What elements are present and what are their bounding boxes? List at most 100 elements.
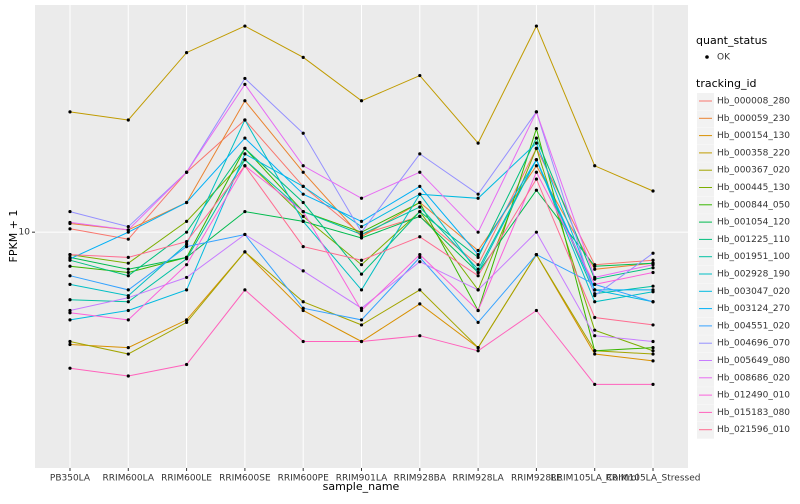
data-point [184,362,189,367]
data-point [301,200,305,205]
legend-label: Hb_004551_020 [717,321,790,331]
data-point [68,339,72,344]
x-tick-label: PB350LA [50,474,91,484]
data-point [68,274,72,278]
data-point [534,170,539,174]
data-point [243,164,247,168]
legend-label: Hb_004696_070 [717,339,790,349]
data-point [126,352,130,356]
data-point [243,99,247,103]
data-point [126,118,130,122]
data-point [534,24,539,28]
data-point [68,110,72,114]
legend-label: Hb_001225_110 [717,235,790,245]
data-point [651,345,655,350]
data-point [651,258,655,262]
data-point [126,300,130,304]
data-point [534,188,539,192]
data-point [68,252,72,257]
legend-label: Hb_015183_080 [717,408,790,418]
data-point [126,237,130,241]
data-point [68,342,72,347]
legend-label: Hb_008686_020 [717,373,790,383]
legend-point [705,55,709,59]
data-point [476,192,480,196]
data-point [68,366,72,370]
data-point [418,152,422,156]
data-point [359,308,364,313]
data-point [593,288,597,292]
data-point [418,260,422,264]
x-tick-label: RRIM901LA [336,474,388,484]
data-point [476,255,480,259]
data-point [301,300,305,304]
legend-label: Hb_000154_130 [717,131,790,141]
legend-title: tracking_id [696,77,757,90]
x-tick-label: RRIM105LA_Stressed [606,474,701,484]
data-point [418,334,422,338]
data-point [359,230,364,234]
data-point [593,294,597,298]
legend-label: Hb_003047_020 [717,287,790,297]
data-point [301,55,305,59]
data-point [126,296,130,300]
data-point [243,250,247,254]
data-point [184,200,189,205]
data-point [184,230,189,234]
data-point [476,263,480,267]
data-point [651,349,655,353]
data-point [243,136,247,140]
data-point [301,209,305,214]
data-point [184,242,189,246]
data-point [126,230,130,234]
data-point [126,374,130,378]
data-point [476,141,480,145]
x-tick-label: RRIM928LE [511,474,562,484]
data-point [301,164,305,168]
data-point [243,288,247,292]
data-point [418,205,422,209]
data-point [534,127,539,131]
data-point [68,298,72,302]
data-point [593,382,597,386]
data-point [476,349,480,353]
data-point [476,288,480,292]
legend-title: quant_status [696,34,768,47]
data-point [243,118,247,122]
data-point [301,219,305,224]
data-point [534,230,539,234]
data-point [476,345,480,350]
data-point [126,345,130,350]
data-point [184,257,189,261]
data-point [126,308,130,313]
data-point [593,164,597,168]
data-point [359,339,364,344]
data-point [126,261,130,265]
data-point [68,227,72,231]
data-point [243,232,247,237]
data-point [68,311,72,315]
y-tick-label: 10 [19,228,31,238]
x-tick-label: RRIM600LE [161,474,212,484]
data-point [476,320,480,324]
legend-label: Hb_000445_130 [717,183,790,193]
data-point [184,320,189,324]
data-point [184,263,189,267]
data-point [68,209,72,214]
legend-label: Hb_001054_120 [717,218,790,228]
data-point [184,318,189,322]
x-tick-label: RRIM928LA [452,474,504,484]
data-point [418,288,422,292]
data-point [534,146,539,150]
data-point [593,328,597,332]
legend-label: Hb_012490_010 [717,391,790,401]
data-point [593,352,597,356]
data-point [418,302,422,306]
legend-label: Hb_000358_220 [717,148,790,158]
data-point [301,131,305,135]
data-point [243,158,247,162]
data-point [243,82,247,86]
data-point [359,288,364,292]
data-point [359,196,364,200]
data-point [651,263,655,267]
